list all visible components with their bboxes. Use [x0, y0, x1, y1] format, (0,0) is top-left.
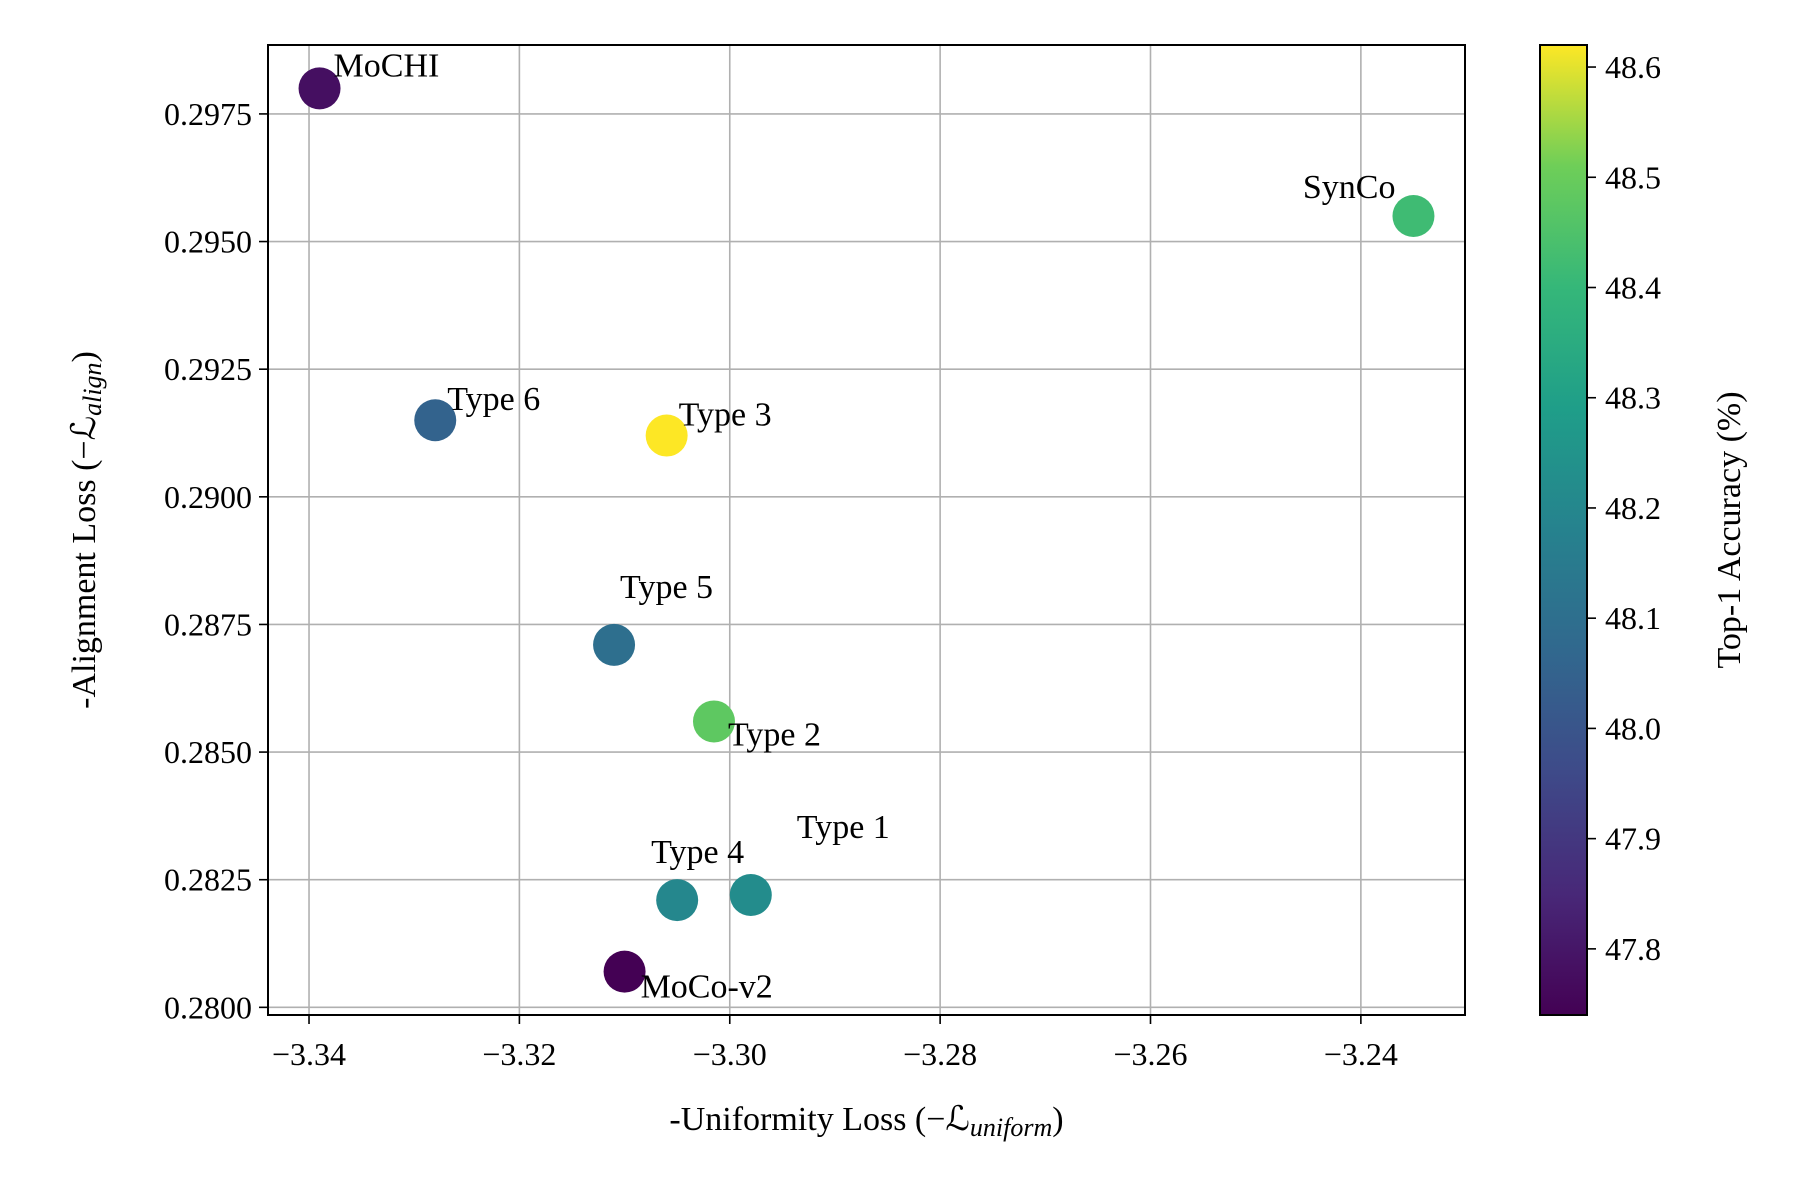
colorbar-ticks: 47.8 47.9 48.0 48.1 48.2 48.3 48.4 48.5 48.6 — [1587, 49, 1661, 967]
grid-lines — [268, 45, 1465, 1015]
label-type-6: Type 6 — [447, 381, 540, 418]
colorbar-title: Top-1 Accuracy (%) — [1711, 391, 1748, 668]
label-synco: SynCo — [1303, 169, 1396, 206]
y-tick-label: 0.2975 — [164, 96, 252, 132]
y-tick-label: 0.2800 — [164, 989, 252, 1025]
colorbar-tick-label: 48.6 — [1605, 49, 1661, 85]
label-type-2: Type 2 — [728, 716, 821, 753]
colorbar-tick-label: 48.4 — [1605, 270, 1661, 306]
label-type-1: Type 1 — [797, 809, 890, 846]
y-tick-label: 0.2850 — [164, 734, 252, 770]
x-tick-label: −3.32 — [482, 1036, 556, 1072]
data-points — [298, 67, 1435, 993]
point-type-6 — [414, 399, 457, 442]
point-synco — [1392, 195, 1435, 238]
label-mochi: MoCHI — [334, 47, 440, 84]
point-type-5 — [593, 623, 636, 666]
plot-frame — [267, 44, 1466, 1016]
x-tick-label: −3.30 — [693, 1036, 767, 1072]
x-tick-label: −3.34 — [272, 1036, 346, 1072]
colorbar-tick-label: 47.8 — [1605, 931, 1661, 967]
point-type-3 — [645, 414, 688, 457]
colorbar-tick-label: 48.2 — [1605, 490, 1661, 526]
x-tick-label: −3.26 — [1113, 1036, 1187, 1072]
colorbar — [1539, 44, 1588, 1016]
point-labels: MoCHI SynCo Type 6 Type 3 Type 5 Type 2 Type 4… — [334, 47, 1396, 1005]
y-axis-title: -Alignment Loss (−ℒalign) — [66, 351, 107, 709]
point-mochi — [298, 67, 341, 110]
label-moco-v2: MoCo-v2 — [641, 969, 773, 1006]
colorbar-tick-label: 48.3 — [1605, 380, 1661, 416]
point-type-2 — [692, 700, 735, 743]
y-tick-label: 0.2950 — [164, 224, 252, 260]
point-type-1 — [729, 874, 772, 917]
colorbar-tick-label: 48.1 — [1605, 600, 1661, 636]
point-moco-v2 — [603, 950, 646, 993]
x-axis: −3.34 −3.32 −3.30 −3.28 −3.26 −3.24 — [272, 1015, 1398, 1072]
x-tick-label: −3.24 — [1324, 1036, 1398, 1072]
colorbar-tick-label: 48.0 — [1605, 710, 1661, 746]
y-tick-label: 0.2900 — [164, 479, 252, 515]
y-tick-label: 0.2925 — [164, 351, 252, 387]
colorbar-tick-label: 48.5 — [1605, 159, 1661, 195]
label-type-5: Type 5 — [620, 569, 713, 606]
point-type-4 — [656, 879, 699, 922]
y-tick-label: 0.2825 — [164, 862, 252, 898]
label-type-4: Type 4 — [651, 834, 744, 871]
x-axis-title: -Uniformity Loss (−ℒuniform) — [669, 1101, 1063, 1142]
y-axis: 0.2800 0.2825 0.2850 0.2875 0.2900 0.2925 0.29… — [164, 96, 268, 1025]
x-tick-label: −3.28 — [903, 1036, 977, 1072]
label-type-3: Type 3 — [679, 397, 772, 434]
y-tick-label: 0.2875 — [164, 606, 252, 642]
colorbar-tick-label: 47.9 — [1605, 821, 1661, 857]
